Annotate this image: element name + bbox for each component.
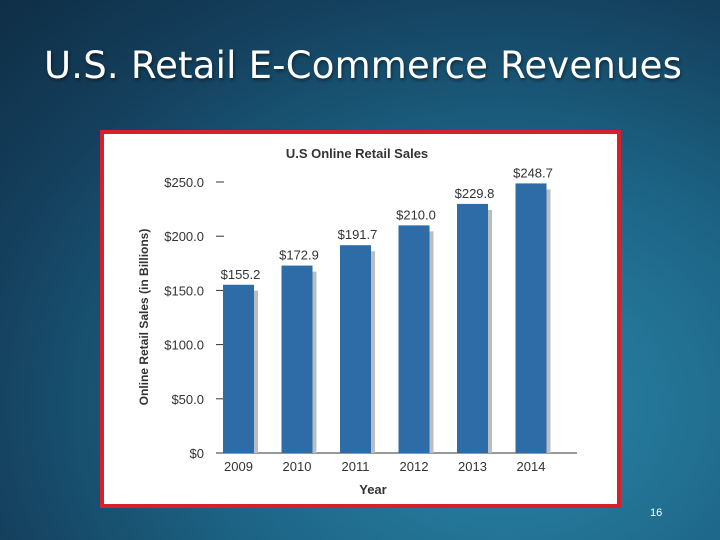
data-label: $248.7: [513, 165, 553, 180]
y-tick-label: $0: [190, 446, 204, 461]
data-label: $210.0: [396, 207, 436, 222]
chart-frame: U.S Online Retail Sales Year Online Reta…: [100, 130, 621, 508]
chart-title: U.S Online Retail Sales: [286, 146, 428, 161]
x-tick-label: 2011: [342, 459, 370, 474]
bar-2009: [223, 284, 254, 453]
data-label: $172.9: [279, 248, 319, 263]
bar-2010: [281, 265, 313, 453]
bar-shadow: [544, 189, 551, 454]
x-tick-label: 2012: [400, 459, 429, 474]
page-number: 16: [650, 507, 663, 519]
slide-title: U.S. Retail E-Commerce Revenues: [44, 44, 683, 87]
y-tick-label: $200.0: [164, 229, 204, 244]
bar-shadow: [486, 209, 492, 453]
x-axis: 2009 2010 2011 2012 2013 2014: [216, 452, 577, 474]
bar-2012: [398, 225, 430, 453]
bars: $155.2 $172.9 $191.7 $210.0 $229.8 $248.7: [221, 165, 553, 454]
y-tick-label: $50.0: [171, 392, 204, 407]
x-tick-label: 2009: [224, 459, 253, 474]
x-tick-label: 2010: [283, 459, 312, 474]
y-axis-label: Online Retail Sales (in Billions): [137, 229, 151, 406]
y-tick-label: $100.0: [164, 338, 204, 353]
y-tick-label: $150.0: [164, 283, 204, 298]
bar-shadow: [310, 271, 317, 453]
bar-shadow: [369, 251, 375, 453]
bar-2013: [457, 203, 488, 453]
y-axis: $0 $50.0 $100.0 $150.0 $200.0 $250.0: [164, 175, 224, 461]
data-label: $155.2: [221, 267, 261, 282]
data-label: $191.7: [338, 227, 378, 242]
bar-shadow: [427, 231, 434, 453]
x-axis-label: Year: [359, 482, 386, 497]
x-tick-label: 2014: [517, 459, 546, 474]
bar-shadow: [252, 290, 258, 453]
x-tick-label: 2013: [458, 459, 487, 474]
bar-chart: U.S Online Retail Sales Year Online Reta…: [137, 146, 577, 497]
bar-2014: [515, 183, 547, 454]
data-label: $229.8: [455, 186, 495, 201]
bar-2011: [340, 245, 371, 453]
y-tick-label: $250.0: [164, 175, 204, 190]
